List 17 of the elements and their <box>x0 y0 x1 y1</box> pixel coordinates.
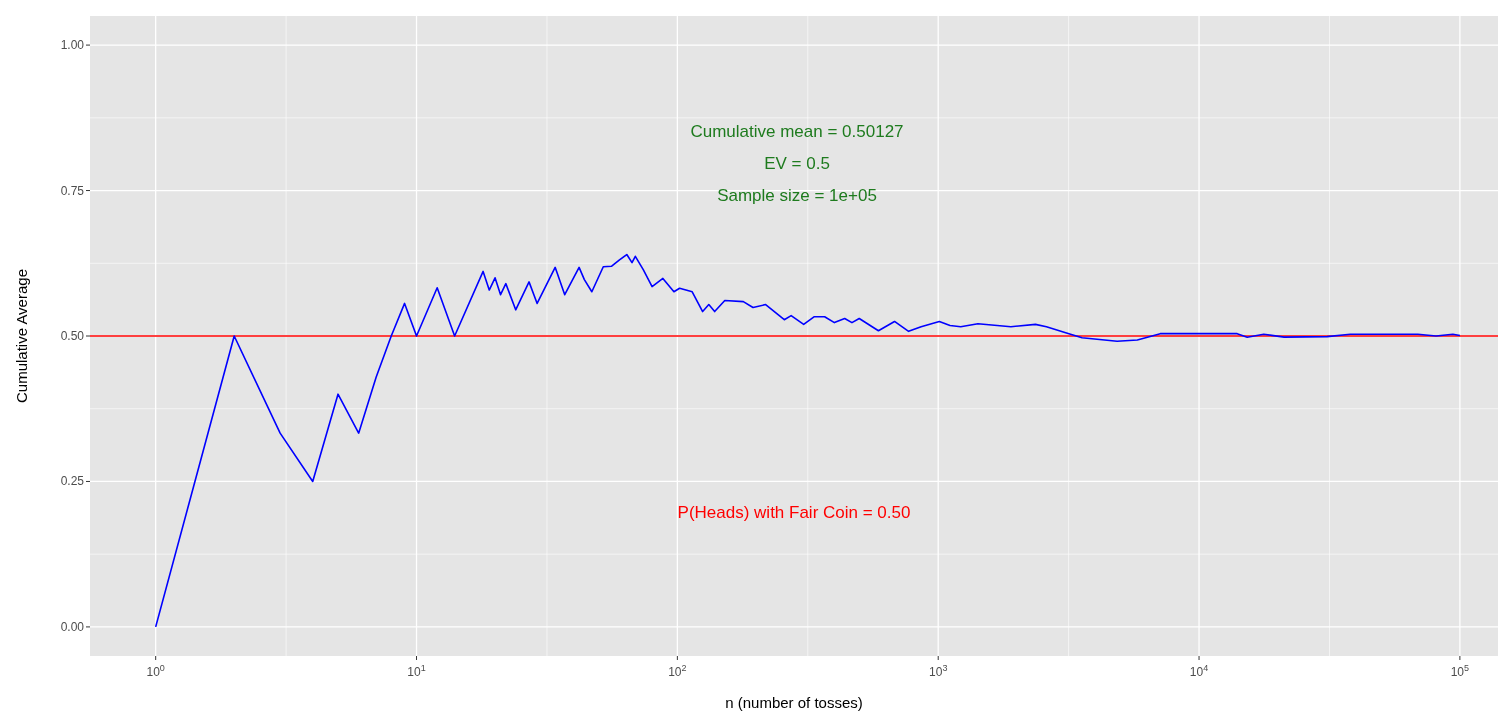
annotation: EV = 0.5 <box>764 154 830 173</box>
y-tick-label: 0.00 <box>60 619 85 634</box>
x-tick-label: 10$^{4}$ <box>1189 663 1209 679</box>
x-tick-label: 10$^{2}$ <box>668 663 687 679</box>
x-tick-label: 10$^{1}$ <box>407 663 426 679</box>
y-tick-label: 0.25 <box>60 474 85 489</box>
x-axis-title: n (number of tosses) <box>725 694 863 711</box>
x-tick-label: 10$^{5}$ <box>1450 663 1470 679</box>
y-tick-label: 0.50 <box>60 329 85 343</box>
y-tick-label: 1.00 <box>60 38 85 53</box>
x-tick-label: 10$^{3}$ <box>929 663 948 679</box>
y-tick-label: 0.75 <box>60 183 85 198</box>
x-tick-label: 10$^{0}$ <box>146 663 165 679</box>
annotation: Cumulative mean = 0.50127 <box>690 122 904 141</box>
annotation: Sample size = 1e+05 <box>717 186 877 205</box>
ref-line-label: P(Heads) with Fair Coin = 0.50 <box>677 503 911 522</box>
y-axis-title: Cumulative Average <box>13 269 31 403</box>
